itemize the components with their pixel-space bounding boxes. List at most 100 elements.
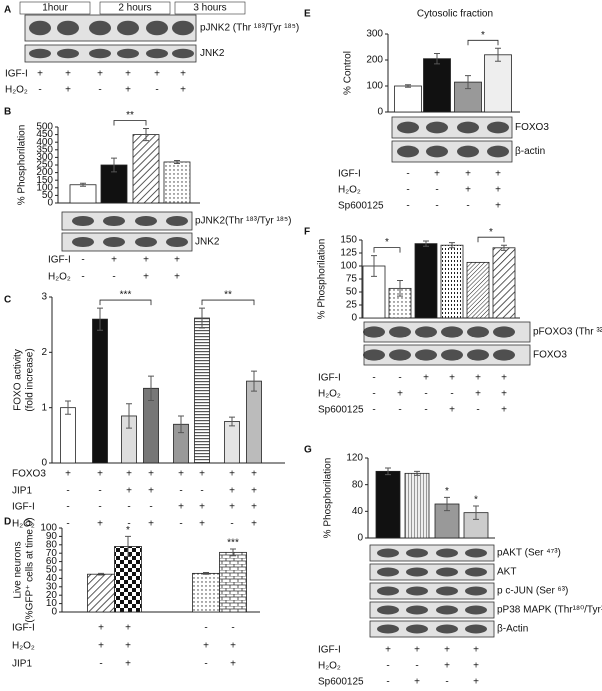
treatment-sign: - — [98, 486, 101, 497]
significance-bracket — [113, 120, 147, 126]
treatment-sign: - — [155, 85, 158, 96]
bar — [394, 85, 422, 113]
blot-label: β-Actin — [497, 624, 528, 635]
y-tick-label: 350 — [36, 144, 53, 155]
blot-band — [406, 605, 428, 615]
significance: * — [481, 30, 485, 41]
y-tick-label: 100 — [40, 523, 57, 534]
treatment-sign: + — [178, 502, 184, 513]
treatment-sign: + — [229, 469, 235, 480]
treatment-sign: + — [97, 469, 103, 480]
y-tick-label: 0 — [351, 313, 357, 324]
treatment-sign: + — [465, 169, 471, 180]
blot-band — [397, 121, 419, 134]
blot-band — [406, 567, 428, 577]
treatment-label: H₂O₂ — [12, 641, 35, 652]
treatment-sign: + — [473, 645, 479, 656]
blot-label: pFOXO3 (Thr ³²) — [533, 327, 602, 338]
blot-band — [89, 48, 111, 59]
treatment-sign: + — [126, 486, 132, 497]
blot-band — [441, 349, 463, 361]
blot-band — [465, 624, 487, 634]
error-bar — [143, 128, 149, 142]
treatment-sign: + — [473, 677, 479, 688]
treatment-sign: - — [81, 255, 84, 266]
treatment-sign: + — [251, 519, 257, 530]
blot — [391, 140, 513, 163]
blot — [369, 582, 495, 600]
treatment-sign: - — [372, 389, 375, 400]
treatment-sign: - — [435, 201, 438, 212]
blot-label: pAKT (Ser ⁴⁷³) — [497, 548, 561, 559]
bar — [440, 244, 464, 319]
bar — [466, 261, 490, 319]
significance: * — [474, 495, 478, 506]
blot-band — [406, 586, 428, 596]
blot-band — [487, 145, 509, 158]
treatment-sign: - — [445, 677, 448, 688]
blot-band — [457, 145, 479, 158]
treatment-sign: + — [434, 169, 440, 180]
treatment-label: Sp600125 — [318, 677, 364, 688]
blot-band — [457, 121, 479, 134]
treatment-sign: + — [495, 185, 501, 196]
y-tick-label: 1 — [41, 402, 47, 413]
bar — [219, 551, 247, 613]
blot-band — [467, 326, 489, 338]
treatment-sign: + — [97, 519, 103, 530]
treatment-label: IGF-I — [48, 255, 71, 266]
treatment-sign: - — [66, 502, 69, 513]
treatment-sign: - — [81, 272, 84, 283]
significance: * — [489, 227, 493, 238]
treatment-sign: + — [180, 69, 186, 80]
time-header: 1hour — [42, 3, 68, 14]
y-axis-label: FOXO activity — [13, 349, 24, 411]
treatment-sign: + — [423, 373, 429, 384]
treatment-label: IGF-I — [318, 645, 341, 656]
treatment-sign: - — [466, 201, 469, 212]
blot-band — [377, 605, 399, 615]
time-header-box — [99, 1, 171, 15]
y-tick-label: 50 — [46, 565, 58, 576]
y-tick-label: 50 — [42, 190, 54, 201]
blot-band — [436, 586, 458, 596]
bar — [69, 184, 97, 204]
y-tick-label: 0 — [357, 533, 363, 544]
treatment-sign: - — [231, 623, 234, 634]
treatment-sign: - — [406, 169, 409, 180]
treatment-sign: + — [444, 645, 450, 656]
blot-band — [363, 349, 385, 361]
treatment-sign: - — [386, 661, 389, 672]
error-bar — [397, 280, 403, 297]
blot — [61, 232, 193, 252]
y-tick-label: 50 — [346, 287, 358, 298]
treatment-sign: + — [449, 373, 455, 384]
bar — [194, 317, 210, 464]
bar — [224, 421, 240, 464]
y-tick-label: 450 — [36, 129, 53, 140]
treatment-sign: + — [251, 502, 257, 513]
error-bar — [65, 400, 71, 415]
treatment-sign: + — [111, 255, 117, 266]
y-tick-label: 0 — [377, 107, 383, 118]
y-tick-label: 10 — [46, 598, 58, 609]
treatment-label: H₂O₂ — [48, 272, 71, 283]
treatment-sign: - — [204, 623, 207, 634]
treatment-sign: + — [37, 69, 43, 80]
significance-bracket — [477, 236, 505, 243]
bar — [132, 134, 160, 204]
treatment-label: H₂O₂ — [318, 661, 341, 672]
treatment-sign: + — [98, 623, 104, 634]
time-header: 2 hours — [118, 3, 151, 14]
treatment-sign: - — [386, 677, 389, 688]
error-bar — [465, 75, 471, 90]
y-tick-label: 100 — [36, 182, 53, 193]
treatment-sign: - — [450, 389, 453, 400]
error-bar — [414, 470, 420, 476]
blot-band — [493, 349, 515, 361]
blot-band — [117, 48, 139, 59]
blot-band — [487, 121, 509, 134]
treatment-sign: - — [98, 85, 101, 96]
y-tick-label: 150 — [36, 175, 53, 186]
treatment-sign: - — [112, 272, 115, 283]
